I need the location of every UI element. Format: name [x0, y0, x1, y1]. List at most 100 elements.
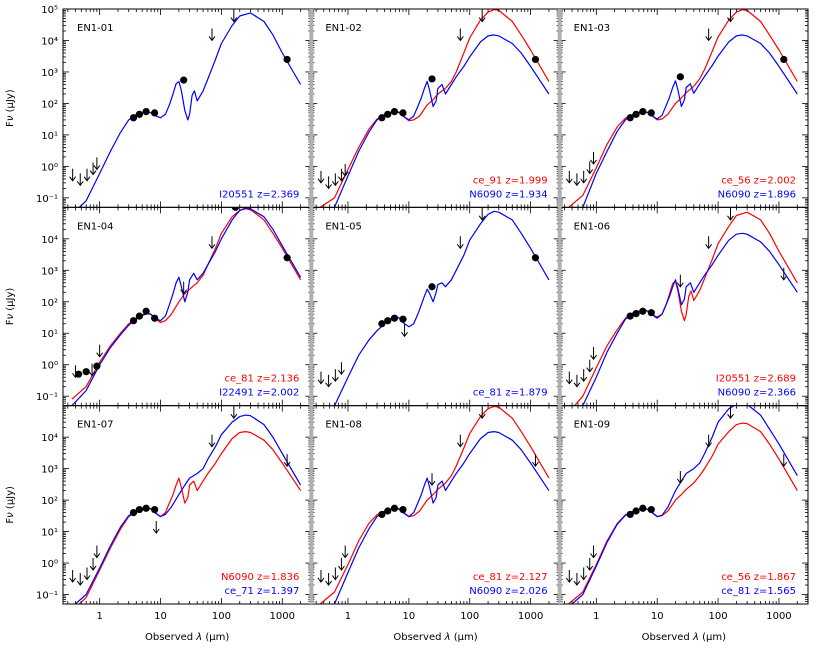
x-axis-label: Observed λ (μm)	[145, 632, 229, 643]
x-axis-label-lambda: λ	[444, 632, 451, 643]
upper-limit-arrow	[727, 9, 734, 23]
axis-labels-layer: 10⁻¹ 10⁰ 10¹ 10² 10³ 10⁴ 10⁵ Fν (μJy) 10⁻¹ 10⁰ 10¹…	[5, 5, 792, 643]
upper-limit-arrow	[532, 454, 539, 467]
arrow-head	[208, 36, 216, 42]
arrow-head	[478, 413, 486, 420]
y-axis-label-unit: (μJy)	[5, 486, 16, 512]
upper-limit-arrow	[325, 374, 332, 388]
upper-limit-arrow	[456, 434, 464, 448]
model-label: ce_56 z=1.867	[721, 572, 796, 583]
upper-limit-arrow	[676, 274, 684, 288]
y-axis-label-nu: ν	[5, 512, 16, 518]
panel-en1-07: EN1-07 N6090 z=1.836 ce_71 z=1.397	[62, 405, 312, 605]
panel-name: EN1-05	[325, 221, 362, 232]
panel-frame	[62, 8, 312, 208]
arrow-head	[573, 382, 581, 388]
model-label: N6090 z=1.836	[221, 572, 299, 583]
upper-limit-arrow	[331, 369, 339, 383]
panel-name: EN1-02	[325, 23, 362, 34]
x-tick-label: 10	[154, 611, 167, 622]
panels-layer: EN1-01 I20551 z=2.369 EN1-02 ce_91 z=1.999 N…	[62, 8, 809, 605]
arrow-head	[338, 176, 345, 182]
arrow-head	[580, 178, 588, 184]
y-tick-label: 10¹	[41, 528, 58, 539]
panel-name: EN1-09	[574, 420, 611, 431]
data-point	[142, 108, 150, 116]
y-tick-label: 10⁻¹	[36, 392, 58, 403]
x-axis-label-prefix: Observed	[145, 632, 196, 643]
arrow-head	[586, 367, 594, 373]
data-point	[632, 310, 640, 318]
x-axis-label-lambda: λ	[195, 632, 202, 643]
data-point	[399, 505, 407, 514]
data-point	[390, 504, 399, 512]
y-tick-label: 10²	[41, 496, 58, 507]
data-point	[639, 307, 647, 315]
model-curve-1-ce-81	[71, 208, 302, 400]
data-point	[428, 75, 436, 83]
x-axis-label-unit: (μm)	[699, 632, 726, 643]
x-tick-label: 1	[96, 611, 102, 622]
upper-limit-arrow	[580, 170, 588, 184]
x-axis-label-unit: (μm)	[202, 632, 229, 643]
data-point	[626, 312, 634, 320]
arrow-head	[93, 553, 101, 559]
x-axis-label: Observed λ (μm)	[393, 632, 477, 643]
upper-limit-arrow	[230, 406, 238, 420]
upper-limit-arrow	[478, 207, 486, 221]
data-point	[151, 505, 159, 514]
upper-limit-arrow	[590, 151, 597, 165]
data-point	[647, 505, 655, 514]
upper-limit-arrow	[705, 28, 713, 42]
arrow-head	[89, 565, 97, 571]
upper-limit-arrow	[325, 176, 332, 190]
data-point	[676, 73, 684, 81]
y-tick-label: 10¹	[41, 329, 58, 340]
y-tick-label: 10¹	[41, 131, 58, 142]
arrow-head	[705, 36, 713, 42]
arrow-head	[727, 17, 734, 23]
data-point	[93, 362, 101, 370]
model-curve-1-i20551	[78, 12, 302, 208]
arrow-head	[96, 352, 104, 358]
data-point	[531, 55, 540, 64]
column-separator	[557, 9, 562, 604]
arrow-head	[727, 215, 734, 221]
arrow-head	[331, 181, 339, 187]
upper-limit-arrow	[88, 363, 96, 377]
data-point	[390, 314, 399, 322]
upper-limit-arrow	[341, 545, 349, 559]
arrow-head	[338, 565, 345, 571]
y-tick-label: 10⁴	[41, 433, 58, 444]
upper-limit-arrow	[208, 236, 216, 250]
model-label: I20551 z=2.689	[716, 374, 796, 385]
upper-limit-arrow	[573, 173, 581, 187]
arrow-head	[76, 181, 84, 187]
arrow-head	[573, 181, 581, 187]
y-tick-label: 10⁰	[41, 361, 58, 372]
arrow-head	[532, 461, 539, 467]
arrow-head	[89, 170, 97, 176]
column-separator	[309, 9, 314, 604]
arrow-head	[456, 243, 464, 250]
data-point	[647, 309, 655, 317]
arrow-head	[283, 461, 291, 467]
arrow-head	[93, 165, 101, 171]
data-point	[74, 370, 83, 378]
arrow-head	[580, 376, 588, 383]
model-curve-2-ce-71	[74, 414, 302, 604]
model-label: ce_81 z=1.879	[473, 388, 548, 399]
arrow-head	[676, 282, 684, 288]
data-point	[378, 510, 386, 519]
x-tick-label: 1000	[518, 611, 543, 622]
upper-limit-arrow	[317, 170, 325, 184]
data-point	[231, 207, 240, 211]
arrow-head	[478, 17, 486, 23]
y-tick-label: 10⁴	[41, 235, 58, 246]
arrow-head	[573, 580, 581, 586]
y-tick-label: 10⁰	[41, 162, 58, 173]
model-curve-1-ce-91	[319, 9, 550, 208]
model-label: I22491 z=2.002	[219, 388, 299, 399]
x-axis-label: Observed λ (μm)	[642, 632, 726, 643]
upper-limit-arrow	[96, 344, 104, 358]
